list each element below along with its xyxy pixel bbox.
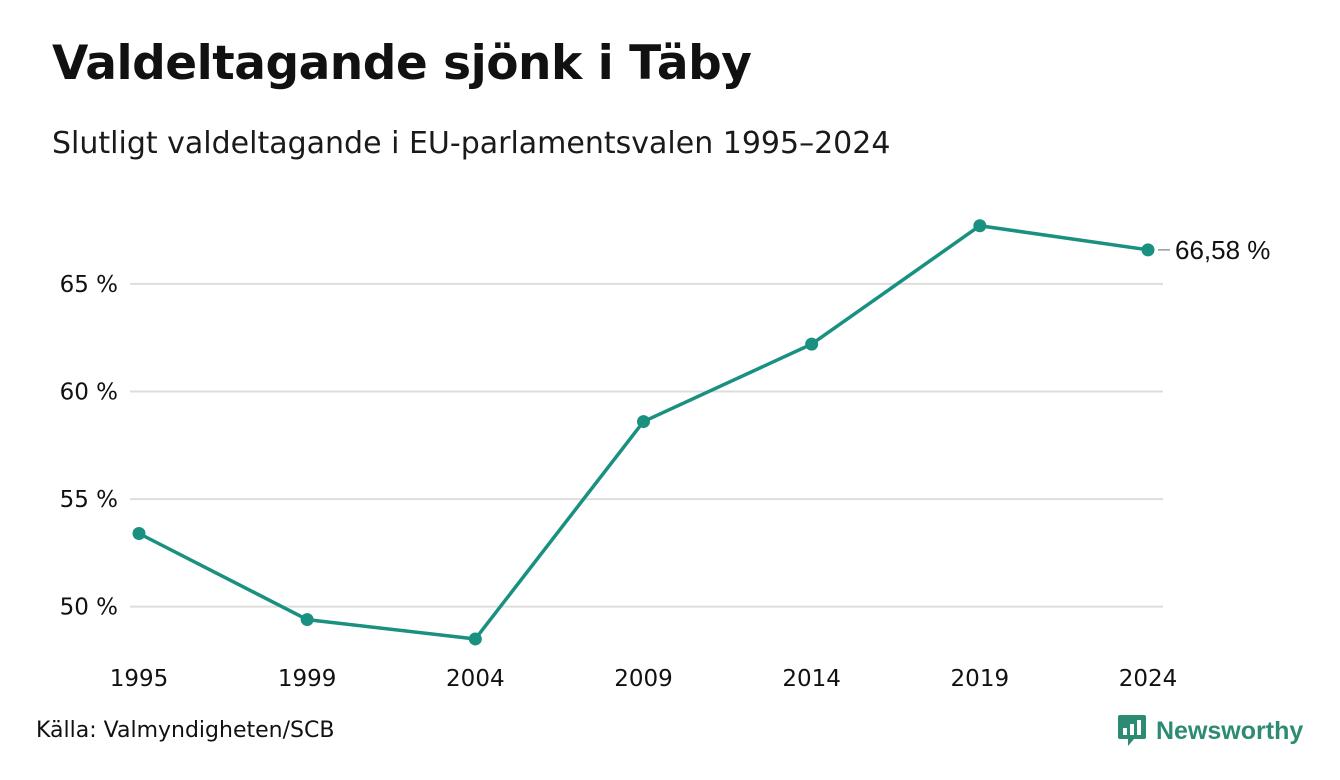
series-line-path bbox=[138, 223, 1149, 641]
data-point bbox=[300, 613, 314, 627]
x-tick-label: 2019 bbox=[951, 666, 1010, 692]
data-point bbox=[637, 415, 650, 429]
series-points bbox=[132, 219, 1155, 646]
y-tick-label: 65 % bbox=[60, 272, 118, 298]
data-point bbox=[132, 527, 146, 540]
x-axis-labels: 1995 1999 2004 2009 2014 2019 2024 bbox=[110, 666, 1178, 692]
grid-lines bbox=[130, 282, 1163, 608]
end-value-label: 66,58 % bbox=[1175, 235, 1270, 265]
y-tick-label: 60 % bbox=[60, 379, 118, 405]
series-line bbox=[138, 223, 1149, 641]
x-tick-label: 2024 bbox=[1119, 666, 1178, 692]
data-point bbox=[468, 632, 482, 646]
x-tick-label: 1999 bbox=[278, 666, 337, 692]
newsworthy-logo-icon bbox=[1118, 715, 1146, 746]
y-axis-labels: 50 % 55 % 60 % 65 % bbox=[60, 272, 118, 621]
data-point bbox=[805, 337, 819, 351]
end-label-group: 66,58 % bbox=[1158, 235, 1270, 265]
data-point bbox=[1141, 243, 1155, 257]
chart-subtitle: Slutligt valdeltagande i EU-parlamentsva… bbox=[52, 126, 891, 161]
x-tick-label: 2009 bbox=[614, 666, 673, 692]
x-tick-label: 2014 bbox=[782, 666, 841, 692]
brand-logo: Newsworthy bbox=[1117, 713, 1303, 749]
y-tick-label: 50 % bbox=[60, 595, 118, 621]
x-tick-label: 2004 bbox=[446, 666, 505, 692]
y-tick-label: 55 % bbox=[60, 487, 118, 513]
data-point bbox=[973, 219, 987, 233]
source-note: Källa: Valmyndigheten/SCB bbox=[36, 718, 335, 743]
x-tick-label: 1995 bbox=[110, 666, 169, 692]
brand-name: Newsworthy bbox=[1156, 716, 1304, 745]
chart-title: Valdeltagande sjönk i Täby bbox=[52, 36, 752, 91]
